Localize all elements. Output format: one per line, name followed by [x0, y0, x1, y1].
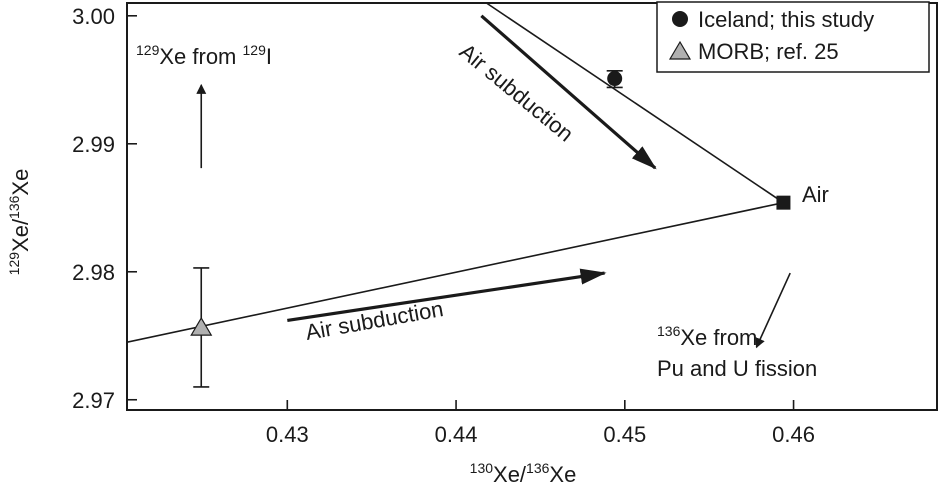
point-iceland: [607, 71, 623, 87]
y-label-sup1: 129: [6, 252, 22, 276]
fission-annotation-line2: Pu and U fission: [657, 356, 817, 381]
x-label-sup2: 136: [526, 460, 550, 476]
air-subduction-upper-label: Air subduction: [455, 39, 578, 147]
legend-iceland-label: Iceland; this study: [698, 7, 874, 32]
x-tick-label-1: 0.44: [435, 422, 478, 447]
arrow-3: [755, 272, 791, 349]
x-axis-label: 130Xe/136Xe: [470, 460, 577, 487]
x-tick-label-3: 0.46: [772, 422, 815, 447]
axis-ticks: 0.43 0.44 0.45 0.46 2.97 2.98 2.99 3.00: [72, 4, 815, 447]
x-tick-label-0: 0.43: [266, 422, 309, 447]
fission-annotation-line1: 136Xe from: [657, 323, 757, 350]
x-tick-label-2: 0.45: [603, 422, 646, 447]
x-label-base2: Xe: [549, 462, 576, 487]
arrow-1: [287, 268, 607, 322]
air-subduction-lower-label: Air subduction: [304, 296, 446, 345]
i129-sup2: 129: [243, 42, 267, 58]
y-tick-label-3: 3.00: [72, 4, 115, 29]
legend-morb-marker: [668, 40, 692, 60]
y-tick-label-1: 2.98: [72, 260, 115, 285]
i129-base1: Xe from: [159, 44, 242, 69]
air-label: Air: [802, 182, 829, 207]
mixing-line-0: [485, 2, 784, 204]
fission-line1-text: Xe from: [680, 325, 757, 350]
i129-base2: I: [266, 44, 272, 69]
plot-frame: [126, 2, 938, 411]
y-tick-label-2: 2.99: [72, 132, 115, 157]
fission-sup: 136: [657, 323, 681, 339]
x-label-base1: Xe/: [493, 462, 527, 487]
mixing-line-1: [126, 201, 784, 343]
arrows: [196, 14, 791, 349]
y-label-base2: Xe: [8, 169, 33, 196]
legend: Iceland; this study MORB; ref. 25: [656, 1, 930, 73]
legend-box: [656, 1, 930, 73]
i129-annotation: 129Xe from 129I: [136, 42, 272, 69]
legend-morb-label: MORB; ref. 25: [698, 39, 839, 64]
point-air: [776, 195, 791, 210]
point-morb: [190, 316, 213, 336]
mixing-lines: [126, 2, 784, 343]
legend-iceland-marker: [672, 11, 688, 27]
y-tick-label-0: 2.97: [72, 388, 115, 413]
arrow-0: [480, 14, 657, 170]
y-axis-label: 129Xe/136Xe: [6, 169, 33, 276]
y-label-sup2: 136: [6, 195, 22, 219]
x-label-sup1: 130: [470, 460, 494, 476]
y-label-base1: Xe/: [8, 218, 33, 252]
i129-sup1: 129: [136, 42, 160, 58]
data-points: [190, 70, 791, 388]
